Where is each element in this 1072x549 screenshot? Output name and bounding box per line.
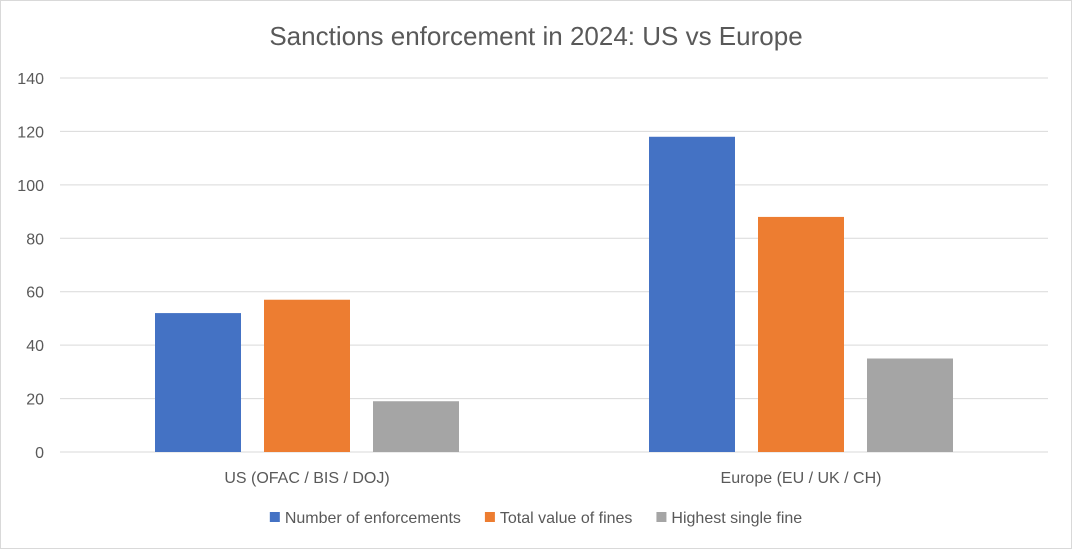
legend-label: Total value of fines [500,510,633,527]
y-tick-label: 100 [17,178,44,195]
bar [867,358,953,452]
legend: Number of enforcements Total value of fin… [269,510,802,527]
legend-swatch [269,512,280,522]
y-axis-ticks: 0 20 40 60 80 100 120 140 [17,71,44,462]
x-category-label: Europe (EU / UK / CH) [721,470,882,487]
legend-swatch [484,512,495,522]
bar [758,216,844,452]
legend-label: Number of enforcements [285,510,461,527]
y-tick-label: 120 [17,124,44,141]
bar [649,136,735,452]
category-labels: US (OFAC / BIS / DOJ) Europe (EU / UK / C… [224,470,881,487]
x-category-label: US (OFAC / BIS / DOJ) [224,470,389,487]
legend-swatch [656,512,667,522]
bars [155,136,953,452]
y-tick-label: 0 [35,445,44,462]
y-tick-label: 140 [17,71,44,88]
bar [373,401,459,452]
bar [155,313,241,452]
y-tick-label: 80 [26,231,44,248]
y-tick-label: 40 [26,338,44,355]
y-tick-label: 60 [26,285,44,302]
bar [264,299,350,452]
chart-title: Sanctions enforcement in 2024: US vs Eur… [269,21,802,51]
y-tick-label: 20 [26,392,44,409]
legend-label: Highest single fine [671,510,802,527]
